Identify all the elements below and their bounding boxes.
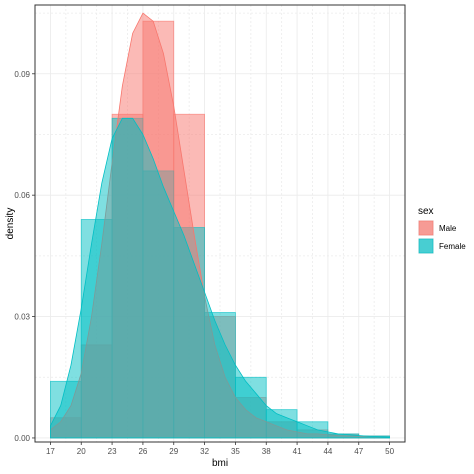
y-tick-label: 0.09 [14,70,30,79]
x-tick-label: 47 [354,447,363,456]
panel-border [34,4,406,443]
x-tick-label: 20 [77,447,86,456]
x-tick-label: 41 [293,447,302,456]
x-tick-label: 23 [108,447,117,456]
y-tick-label: 0.00 [14,434,30,443]
x-tick-label: 38 [262,447,271,456]
y-tick-label: 0.06 [14,191,30,200]
x-axis: 17 20 23 26 29 32 35 38 41 44 47 50 [46,442,395,456]
legend-swatch-male [418,220,434,236]
y-axis-title: density [5,208,16,240]
legend: sex Male Female [418,206,466,254]
legend-swatch-female [418,238,434,254]
x-tick-label: 26 [138,447,147,456]
legend-items: Male Female [418,220,466,254]
legend-label-male: Male [439,224,457,233]
legend-title: sex [418,206,434,217]
x-axis-title: bmi [212,458,228,469]
x-tick-label: 17 [46,447,55,456]
y-axis: 0.00 0.03 0.06 0.09 [14,70,35,443]
x-tick-label: 32 [200,447,209,456]
x-tick-label: 29 [169,447,178,456]
y-tick-label: 0.03 [14,313,30,322]
x-tick-label: 35 [231,447,240,456]
x-tick-label: 44 [323,447,332,456]
legend-label-female: Female [439,242,466,251]
density-area-female [50,117,390,439]
density-areas [50,12,390,439]
x-tick-label: 50 [385,447,394,456]
